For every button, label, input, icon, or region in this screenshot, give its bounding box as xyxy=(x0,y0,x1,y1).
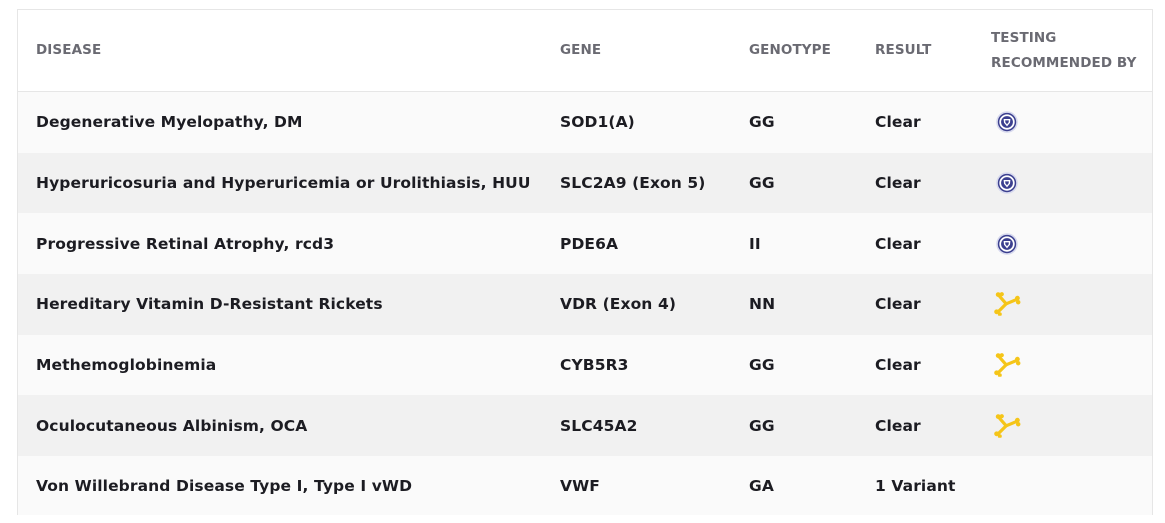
shield-badge-icon xyxy=(991,167,1023,199)
cell-genotype: GA xyxy=(749,477,774,496)
table-row: Progressive Retinal Atrophy, rcd3 PDE6A II… xyxy=(18,213,1152,275)
yellow-bone-icon xyxy=(991,287,1023,319)
cell-genotype: GG xyxy=(749,356,775,375)
cell-genotype: GG xyxy=(749,416,775,435)
yellow-bone-icon xyxy=(991,409,1023,441)
cell-disease: Hereditary Vitamin D-Resistant Rickets xyxy=(36,295,383,314)
cell-result: Clear xyxy=(875,356,921,375)
header-recommended-line1: TESTING xyxy=(991,29,1057,46)
shield-badge-icon xyxy=(991,228,1023,260)
header-recommended-line2: RECOMMENDED BY xyxy=(991,54,1137,71)
cell-recommended-by xyxy=(991,395,1023,456)
header-result: RESULT xyxy=(875,42,932,58)
table-row: Degenerative Myelopathy, DM SOD1(A) GG Clea… xyxy=(18,92,1152,153)
table-row: Oculocutaneous Albinism, OCA SLC45A2 GG Cle… xyxy=(18,395,1152,457)
cell-disease: Degenerative Myelopathy, DM xyxy=(36,113,303,132)
cell-result: 1 Variant xyxy=(875,477,956,496)
cell-disease: Methemoglobinemia xyxy=(36,356,217,375)
cell-disease: Von Willebrand Disease Type I, Type I vW… xyxy=(36,477,413,496)
cell-gene: VDR (Exon 4) xyxy=(560,295,677,314)
header-genotype: GENOTYPE xyxy=(749,42,831,58)
table-body: Degenerative Myelopathy, DM SOD1(A) GG Clea… xyxy=(18,92,1152,515)
cell-disease: Oculocutaneous Albinism, OCA xyxy=(36,416,308,435)
table-header-row: DISEASE GENE GENOTYPE RESULT TESTING REC… xyxy=(18,10,1152,92)
cell-gene: SLC45A2 xyxy=(560,416,638,435)
cell-recommended-by xyxy=(991,153,1023,214)
cell-result: Clear xyxy=(875,295,921,314)
cell-result: Clear xyxy=(875,174,921,193)
cell-disease: Hyperuricosuria and Hyperuricemia or Uro… xyxy=(36,174,531,193)
header-gene: GENE xyxy=(560,42,602,58)
cell-genotype: II xyxy=(749,234,761,253)
cell-gene: VWF xyxy=(560,477,600,496)
cell-recommended-by xyxy=(991,92,1023,153)
shield-badge-icon xyxy=(991,106,1023,138)
table-row: Methemoglobinemia CYB5R3 GG Clear xyxy=(18,334,1152,396)
header-testing-recommended-by: TESTING RECOMMENDED BY xyxy=(991,10,1136,91)
table-row: Hyperuricosuria and Hyperuricemia or Uro… xyxy=(18,152,1152,214)
cell-result: Clear xyxy=(875,234,921,253)
yellow-bone-icon xyxy=(991,348,1023,380)
header-disease: DISEASE xyxy=(36,42,102,58)
cell-gene: SOD1(A) xyxy=(560,113,635,132)
cell-result: Clear xyxy=(875,416,921,435)
genetic-results-table: DISEASE GENE GENOTYPE RESULT TESTING REC… xyxy=(17,9,1153,515)
cell-gene: SLC2A9 (Exon 5) xyxy=(560,174,706,193)
cell-genotype: NN xyxy=(749,295,776,314)
table-row: Von Willebrand Disease Type I, Type I vW… xyxy=(18,456,1152,515)
cell-gene: PDE6A xyxy=(560,234,619,253)
cell-disease: Progressive Retinal Atrophy, rcd3 xyxy=(36,234,335,253)
cell-genotype: GG xyxy=(749,113,775,132)
cell-recommended-by xyxy=(991,213,1023,274)
cell-result: Clear xyxy=(875,113,921,132)
table-row: Hereditary Vitamin D-Resistant Rickets VD… xyxy=(18,274,1152,335)
cell-genotype: GG xyxy=(749,174,775,193)
cell-recommended-by xyxy=(991,335,1023,396)
cell-recommended-by xyxy=(991,274,1023,335)
cell-gene: CYB5R3 xyxy=(560,356,629,375)
